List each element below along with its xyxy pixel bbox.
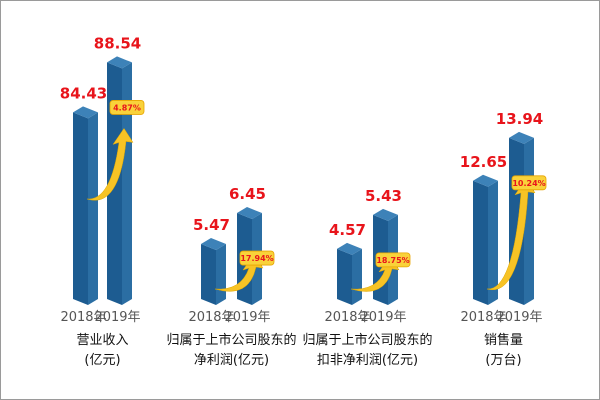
bar-top-face xyxy=(107,56,132,69)
category-label: (万台) xyxy=(485,353,521,368)
growth-badge xyxy=(511,175,547,191)
bar-side-face xyxy=(352,248,362,305)
category-label: 归属于上市公司股东的 xyxy=(166,332,296,348)
year-tick-label: 2018年 xyxy=(324,310,370,325)
year-tick-label: 2019年 xyxy=(496,310,542,325)
bar-front-face xyxy=(73,112,88,305)
category-label: 净利润(亿元) xyxy=(194,353,269,368)
category-label: 销售量 xyxy=(484,332,523,348)
bar-side-face xyxy=(122,62,132,306)
value-label: 5.43 xyxy=(365,187,402,205)
value-label: 88.54 xyxy=(94,34,141,52)
growth-badge xyxy=(239,250,275,266)
bar-top-face xyxy=(473,174,498,187)
category-label: (亿元) xyxy=(84,353,120,368)
bar-top-face xyxy=(509,131,534,144)
bar-side-face xyxy=(88,112,98,305)
year-tick-label: 2019年 xyxy=(94,310,140,325)
growth-arrow-icon xyxy=(86,127,134,201)
bar-side-face xyxy=(488,180,498,305)
growth-badge-text: 18.75% xyxy=(376,256,409,265)
category-label: 营业收入 xyxy=(76,333,128,348)
year-tick-label: 2018年 xyxy=(188,310,234,325)
bar-top-face xyxy=(201,238,226,251)
bar-side-face xyxy=(216,244,226,305)
value-label: 84.43 xyxy=(60,84,107,102)
bar-front-face xyxy=(201,244,216,305)
bar-front-face xyxy=(337,248,352,305)
value-label: 12.65 xyxy=(460,153,507,171)
year-tick-label: 2019年 xyxy=(224,310,270,325)
growth-badge-text: 4.87% xyxy=(113,103,141,112)
value-label: 5.47 xyxy=(193,216,230,234)
bar-top-face xyxy=(373,208,398,221)
bar-top-face xyxy=(73,106,98,119)
value-label: 4.57 xyxy=(329,221,366,239)
bar-front-face xyxy=(473,180,488,305)
year-tick-label: 2018年 xyxy=(60,310,106,325)
value-label: 6.45 xyxy=(229,185,266,203)
category-label: 归属于上市公司股东的 xyxy=(302,332,432,348)
growth-badge-text: 10.24% xyxy=(512,179,545,188)
value-label: 13.94 xyxy=(496,110,543,128)
growth-badge xyxy=(109,100,145,115)
bar-top-face xyxy=(237,207,262,220)
bar-top-face xyxy=(337,242,362,255)
year-tick-label: 2019年 xyxy=(360,310,406,325)
year-tick-label: 2018年 xyxy=(460,310,506,325)
growth-badge xyxy=(375,252,411,268)
category-label: 扣非净利润(亿元) xyxy=(317,353,418,368)
growth-badge-text: 17.94% xyxy=(240,254,273,263)
